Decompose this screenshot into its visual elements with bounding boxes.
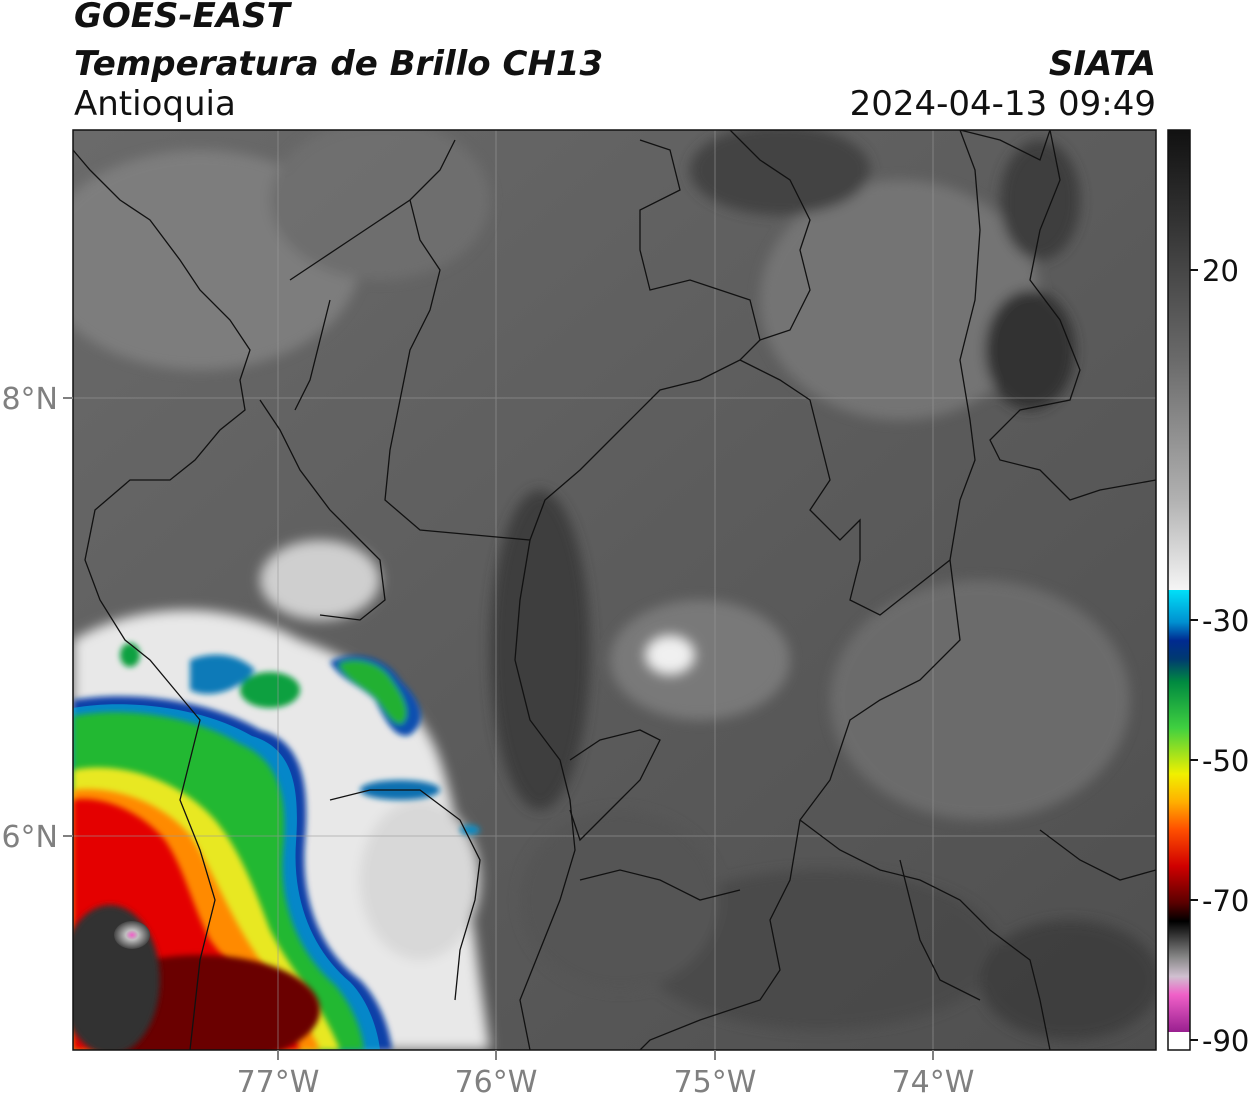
x-tick-label: 75°W — [674, 1065, 757, 1099]
product-title: Temperatura de Brillo CH13 — [74, 44, 604, 84]
x-tick-label: 74°W — [892, 1065, 975, 1099]
y-tick-label: 6°N — [1, 820, 58, 855]
x-tick-label: 77°W — [237, 1065, 320, 1099]
x-axis-labels: 77°W 76°W 75°W 74°W — [237, 1065, 975, 1099]
boundaries — [73, 130, 1156, 1050]
satellite-image — [73, 130, 1156, 1050]
colorbar-out-of-range — [1168, 1032, 1190, 1050]
region-label: Antioquia — [74, 84, 236, 124]
colorbar-tick-label: -30 — [1202, 604, 1249, 638]
colorbar-tick-label: -70 — [1202, 884, 1249, 918]
colorbar-tick-label: 20 — [1202, 254, 1239, 288]
datetime-label: 2024-04-13 09:49 — [849, 84, 1156, 124]
colorbar-tick-label: -50 — [1202, 744, 1249, 778]
x-tick-label: 76°W — [455, 1065, 538, 1099]
axis-ticks — [63, 397, 934, 1060]
agency-label: SIATA — [1048, 44, 1156, 84]
satellite-title: GOES-EAST — [74, 0, 290, 36]
map-frame — [72, 129, 1157, 1051]
colorbar-tick-label: -90 — [1202, 1024, 1249, 1058]
y-axis-labels: 8°N 6°N — [1, 382, 58, 855]
y-tick-label: 8°N — [1, 382, 58, 417]
colorbar-gradient — [1168, 130, 1190, 1050]
colorbar: 20 -30 -50 -70 -90 — [1167, 129, 1249, 1058]
